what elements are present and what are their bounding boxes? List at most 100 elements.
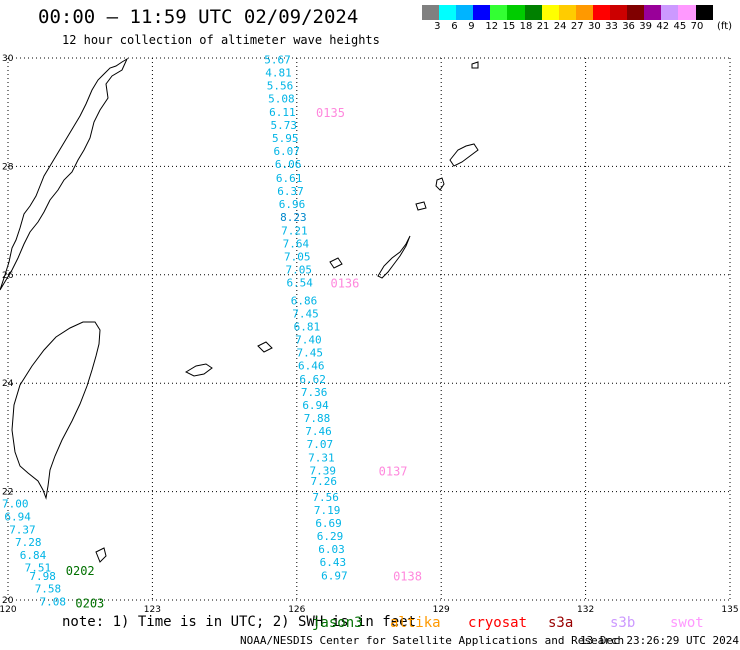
- colorbar-label: 30: [588, 21, 601, 32]
- swh-value-label: 5.67: [264, 54, 291, 67]
- swh-value-label: 6.94: [4, 511, 31, 524]
- colorbar-label: (ft): [717, 21, 733, 32]
- swh-value-label: 7.98: [29, 570, 56, 583]
- colorbar-swatch: [695, 5, 713, 20]
- islet-b: [415, 201, 427, 211]
- colorbar-swatch: [627, 5, 645, 20]
- colorbar-swatch: [473, 5, 491, 20]
- swh-value-label: 7.08: [40, 596, 67, 609]
- satellite-tracks: 5.674.815.565.086.115.735.956.076.066.61…: [2, 54, 422, 611]
- y-tick-label: 26: [2, 271, 14, 281]
- swh-value-label: 7.05: [284, 250, 311, 263]
- miyako-island: [257, 341, 273, 353]
- swh-value-label: 6.84: [20, 549, 47, 562]
- okinawa-island: [377, 235, 411, 279]
- coastline-outlines: [0, 57, 479, 563]
- time-label: 0137: [379, 464, 408, 478]
- swh-value-label: 6.07: [273, 145, 300, 158]
- swh-value-label: 6.37: [277, 185, 304, 198]
- legend-entry-cryosat: cryosat: [468, 615, 528, 631]
- colorbar-label: 45: [673, 21, 687, 32]
- legend-entry-s3b: s3b: [610, 615, 636, 631]
- swh-value-label: 6.54: [286, 276, 313, 289]
- swh-value-label: 5.08: [268, 93, 295, 106]
- swh-value-label: 7.40: [295, 333, 322, 346]
- swh-value-label: 7.05: [285, 263, 312, 276]
- swh-value-label: 7.19: [314, 504, 341, 517]
- ishigaki-island: [184, 363, 213, 377]
- colorbar-swatch: [524, 5, 542, 20]
- swh-value-label: 6.46: [298, 359, 325, 372]
- time-label: 0203: [75, 597, 104, 611]
- legend-entry-s3a: s3a: [548, 615, 574, 631]
- colorbar-label: 9: [468, 21, 475, 32]
- swh-value-label: 8.23: [280, 211, 307, 224]
- colorbar-label: 15: [502, 21, 516, 32]
- y-tick-label: 24: [2, 379, 14, 389]
- legend-entry-jason3: jason3: [312, 615, 363, 631]
- footer-timestamp: 13 Dec 23:26:29 UTC 2024: [580, 634, 739, 647]
- colorbar-swatch: [678, 5, 696, 20]
- swh-value-label: 7.64: [283, 237, 310, 250]
- swh-value-label: 7.88: [304, 412, 331, 425]
- time-label: 0202: [66, 564, 95, 578]
- swh-value-label: 6.29: [317, 530, 344, 543]
- colorbar-swatch: [439, 5, 457, 20]
- swh-value-label: 5.56: [267, 80, 294, 93]
- swh-value-label: 7.28: [15, 536, 42, 549]
- colorbar-swatch: [661, 5, 679, 20]
- legend-entry-swot: swot: [670, 615, 704, 631]
- swh-value-label: 7.58: [35, 583, 62, 596]
- colorbar-swatch: [644, 5, 662, 20]
- footer-note: note: 1) Time is in UTC; 2) SWH is in fe…: [62, 614, 417, 630]
- swh-value-label: 7.39: [310, 464, 337, 477]
- y-tick-label: 28: [2, 162, 14, 172]
- colorbar-swatch: [558, 5, 576, 20]
- swh-value-label: 7.37: [9, 524, 36, 537]
- x-tick-label: 126: [288, 605, 305, 615]
- colorbar-label: 33: [605, 21, 618, 32]
- x-tick-label: 132: [577, 605, 594, 615]
- track-jason3: 7.006.947.377.286.847.517.987.587.08 0202…: [2, 498, 104, 611]
- islet-c: [329, 257, 343, 269]
- colorbar-label: 24: [553, 21, 567, 32]
- islet-d: [95, 547, 107, 563]
- swh-value-label: 4.81: [265, 67, 292, 80]
- islet-e: [471, 61, 479, 69]
- colorbar-label: 3: [434, 21, 441, 32]
- swh-value-label: 6.94: [302, 399, 329, 412]
- x-tick-label: 120: [0, 605, 17, 615]
- time-label: 0135: [316, 106, 345, 120]
- swh-value-label: 7.51: [25, 561, 52, 574]
- colorbar-label: 70: [690, 21, 704, 32]
- footer-credit: NOAA/NESDIS Center for Satellite Applica…: [240, 634, 625, 647]
- swh-value-label: 7.07: [307, 438, 334, 451]
- swh-value-label: 7.56: [312, 491, 339, 504]
- taiwan-coastline: [11, 321, 101, 500]
- swh-value-label: 6.61: [276, 172, 303, 185]
- colorbar-swatch: [456, 5, 474, 20]
- swh-value-label: 7.46: [305, 425, 332, 438]
- time-label: 0136: [330, 276, 359, 290]
- colorbar-label: 18: [519, 21, 533, 32]
- amami-island: [449, 143, 479, 167]
- colorbar-label: 6: [451, 21, 458, 32]
- swh-value-label: 6.86: [291, 294, 318, 307]
- japan-coastline: [0, 57, 129, 291]
- colorbar-label: 12: [485, 21, 499, 32]
- swh-value-label: 7.00: [2, 498, 29, 511]
- x-tick-label: 135: [721, 605, 738, 615]
- swh-value-label: 6.11: [269, 106, 296, 119]
- colorbar-swatch: [610, 5, 628, 20]
- swh-value-label: 6.97: [321, 570, 348, 583]
- swh-value-label: 7.26: [311, 475, 338, 488]
- swh-value-label: 6.81: [294, 320, 321, 333]
- swh-value-label: 7.45: [297, 346, 324, 359]
- grid-lines: [7, 57, 731, 601]
- colorbar-label: 42: [656, 21, 670, 32]
- swh-value-label: 7.31: [308, 451, 335, 464]
- swh-value-label: 6.69: [315, 517, 342, 530]
- x-tick-label: 123: [144, 605, 161, 615]
- swh-value-label: 7.45: [292, 307, 319, 320]
